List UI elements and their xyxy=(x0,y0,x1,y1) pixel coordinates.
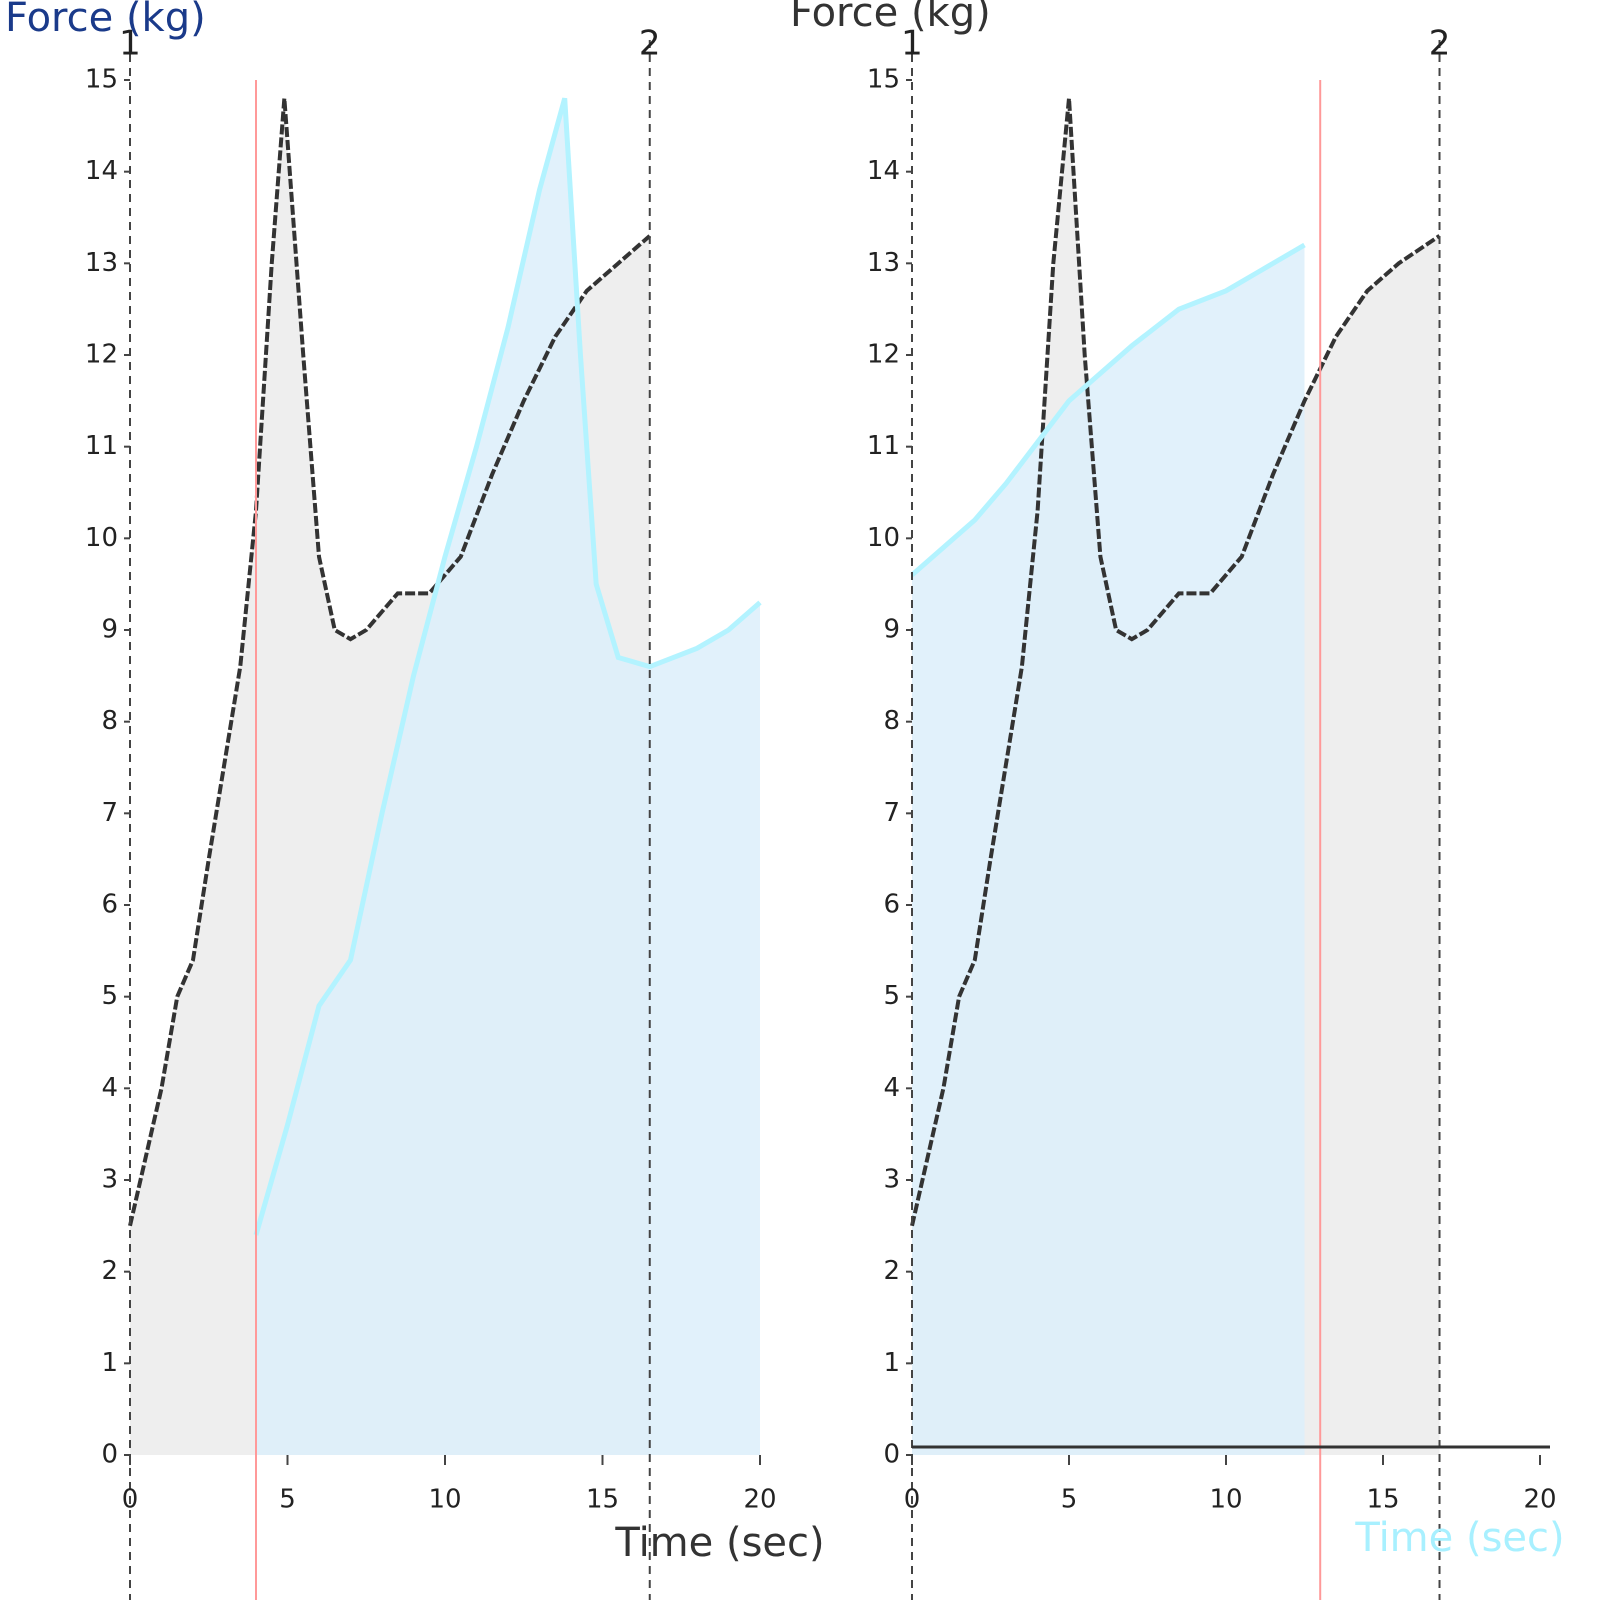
y-tick-label: 11 xyxy=(867,431,900,461)
area xyxy=(912,245,1305,1455)
y-tick-label: 8 xyxy=(883,706,900,736)
y-tick-label: 0 xyxy=(883,1440,900,1470)
y-tick-label: 14 xyxy=(867,156,900,186)
y-tick-label: 9 xyxy=(101,615,118,645)
x-axis-label: Time (sec) xyxy=(1354,1515,1564,1561)
y-tick-label: 10 xyxy=(85,523,118,553)
x-tick-label: 15 xyxy=(586,1485,619,1515)
y-tick-label: 3 xyxy=(883,1165,900,1195)
x-tick-label: 0 xyxy=(122,1485,139,1515)
y-tick-label: 2 xyxy=(101,1256,118,1286)
y-tick-label: 4 xyxy=(101,1073,118,1103)
y-tick-label: 10 xyxy=(867,523,900,553)
y-tick-label: 11 xyxy=(85,431,118,461)
y-tick-label: 4 xyxy=(883,1073,900,1103)
x-tick-label: 10 xyxy=(428,1485,461,1515)
y-tick-label: 1 xyxy=(101,1348,118,1378)
x-tick-label: 20 xyxy=(743,1485,776,1515)
line xyxy=(128,98,652,1227)
y-tick-label: 12 xyxy=(867,340,900,370)
y-tick-label: 15 xyxy=(867,65,900,95)
y-tick-label: 3 xyxy=(101,1165,118,1195)
line xyxy=(910,98,1441,1227)
x-tick-label: 15 xyxy=(1366,1485,1399,1515)
y-axis-label: Force (kg) xyxy=(790,0,991,36)
marker-label: 2 xyxy=(639,24,661,64)
y-tick-label: 13 xyxy=(85,248,118,278)
y-axis-label: Force (kg) xyxy=(5,0,206,41)
marker-label: 1 xyxy=(119,24,141,64)
y-tick-label: 9 xyxy=(883,615,900,645)
y-tick-label: 6 xyxy=(101,890,118,920)
y-tick-label: 13 xyxy=(867,248,900,278)
x-tick-label: 5 xyxy=(1061,1485,1078,1515)
y-tick-label: 6 xyxy=(883,890,900,920)
y-tick-label: 5 xyxy=(101,981,118,1011)
y-tick-label: 12 xyxy=(85,340,118,370)
y-tick-label: 1 xyxy=(883,1348,900,1378)
line xyxy=(253,97,762,1236)
x-tick-label: 0 xyxy=(904,1485,921,1515)
x-tick-label: 10 xyxy=(1209,1485,1242,1515)
y-tick-label: 7 xyxy=(883,798,900,828)
y-tick-label: 7 xyxy=(101,798,118,828)
y-tick-label: 5 xyxy=(883,981,900,1011)
y-tick-label: 15 xyxy=(85,65,118,95)
y-tick-label: 0 xyxy=(101,1440,118,1470)
x-tick-label: 20 xyxy=(1523,1485,1556,1515)
y-tick-label: 14 xyxy=(85,156,118,186)
line xyxy=(910,242,1306,577)
x-tick-label: 5 xyxy=(279,1485,296,1515)
marker-label: 2 xyxy=(1429,24,1451,64)
x-axis-label: Time (sec) xyxy=(614,1520,824,1566)
y-tick-label: 2 xyxy=(883,1256,900,1286)
y-tick-label: 8 xyxy=(101,706,118,736)
marker-label: 1 xyxy=(901,24,923,64)
area xyxy=(256,98,760,1455)
